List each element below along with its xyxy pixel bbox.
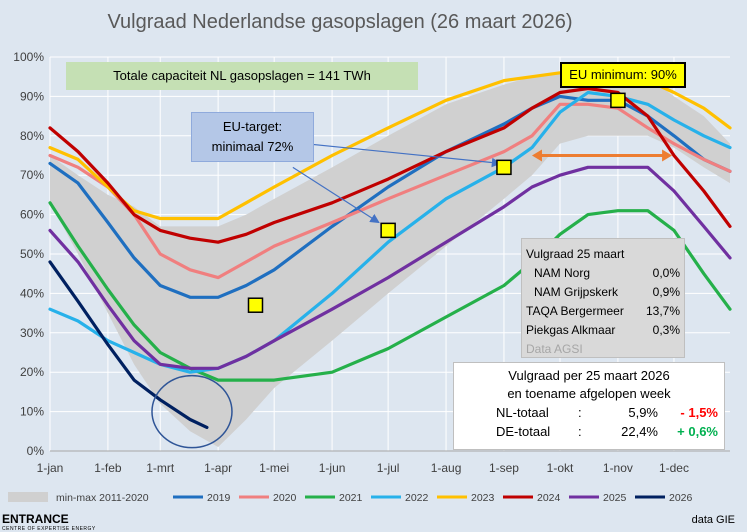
series-line-2025 (48, 165, 732, 370)
min-max-band (50, 72, 730, 448)
fill-row: Piekgas Alkmaar 0,3% (526, 321, 680, 340)
target-marker (496, 159, 512, 176)
weekly-row-value: 5,9% (628, 405, 658, 420)
highlight-circle (151, 374, 233, 449)
eu-target-callout: EU-target: minimaal 72% (191, 112, 314, 162)
x-tick-label: 1-aug (431, 461, 462, 475)
x-tick-label: 1-dec (659, 461, 689, 475)
entrance-logo: ENTRANCE CENTRE OF EXPERTISE ENERGY (2, 512, 96, 532)
weekly-row: DE-totaal : 22,4% + 0,6% (460, 422, 718, 441)
fill-table-title: Vulgraad 25 maart (526, 245, 680, 264)
series-line-2020 (48, 102, 732, 280)
fill-row: TAQA Bergermeer 13,7% (526, 302, 680, 321)
weekly-row-sep: : (578, 405, 582, 420)
y-tick-label: 40% (20, 286, 44, 300)
x-tick-labels: 1-jan 1-feb 1-mrt 1-apr 1-mei 1-jun 1-jul 1-aug… (37, 461, 689, 475)
y-tick-label: 90% (20, 89, 44, 103)
fill-table-source-text: Data AGSI (526, 342, 583, 356)
fill-level-table: Vulgraad 25 maart NAM Norg 0,0% NAM Grijp… (521, 238, 685, 358)
band-min-max-2011-2020 (50, 72, 730, 448)
orange-arrow-right (662, 149, 673, 162)
legend-label: 2020 (273, 492, 297, 504)
y-tick-labels: 0% 10% 20% 30% 40% 50% 60% 70% 80% 90% 100% (13, 50, 44, 458)
weekly-row: NL-totaal : 5,9% - 1,5% (460, 403, 718, 422)
fill-table-title-text: Vulgraad 25 maart (526, 247, 625, 261)
legend-label: 2021 (339, 492, 363, 504)
target-marker (610, 92, 626, 109)
weekly-row-label: NL-totaal (496, 405, 549, 420)
y-tick-label: 100% (13, 50, 44, 64)
x-tick-label: 1-feb (94, 461, 122, 475)
fill-table-source: Data AGSI (526, 340, 680, 359)
fill-row-label: NAM Norg (534, 266, 591, 280)
legend-label: 2019 (207, 492, 231, 504)
x-tick-label: 1-sep (489, 461, 519, 475)
legend-label: 2022 (405, 492, 429, 504)
legend-label: 2025 (603, 492, 627, 504)
fill-row-label: TAQA Bergermeer (526, 304, 624, 318)
x-tick-label: 1-nov (603, 461, 633, 475)
eu-target-line2: minimaal 72% (211, 139, 294, 154)
fill-row-label: Piekgas Alkmaar (526, 323, 616, 337)
eu-target-line1: EU-target: (222, 119, 283, 134)
fill-row-label: NAM Grijpskerk (534, 285, 619, 299)
y-tick-label: 80% (20, 129, 44, 143)
weekly-change-table: Vulgraad per 25 maart 2026 en toename af… (453, 362, 725, 450)
target-markers (247, 92, 626, 313)
legend-label: 2026 (669, 492, 693, 504)
legend-label: min-max 2011-2020 (56, 492, 149, 504)
series-line-2019 (48, 94, 732, 299)
series-line-2022 (48, 90, 732, 374)
fill-row-value: 13,7% (645, 304, 680, 318)
orange-arrow-left (531, 149, 542, 162)
x-tick-label: 1-mrt (146, 461, 175, 475)
x-tick-label: 1-apr (204, 461, 232, 475)
x-tick-label: 1-jun (319, 461, 346, 475)
y-tick-label: 10% (20, 405, 44, 419)
fill-row: NAM Norg 0,0% (526, 264, 680, 283)
fill-row-value: 0,3% (652, 323, 680, 337)
legend-swatch (8, 492, 48, 502)
x-tick-label: 1-mei (259, 461, 289, 475)
weekly-row-label: DE-totaal (496, 424, 551, 439)
legend-label: 2023 (471, 492, 495, 504)
logo-text: ENTRANCE (2, 512, 69, 526)
series-line-2021 (48, 201, 732, 382)
legend-label: 2024 (537, 492, 561, 504)
logo-subtext: CENTRE OF EXPERTISE ENERGY (2, 526, 96, 532)
weekly-title-line2: en toename afgelopen week (507, 386, 671, 401)
x-tick-label: 1-jul (377, 461, 400, 475)
weekly-title-line1: Vulgraad per 25 maart 2026 (508, 368, 670, 383)
fill-row-value: 0,9% (652, 285, 680, 299)
y-tick-label: 0% (27, 444, 45, 458)
series-lines (48, 71, 732, 429)
legend: min-max 2011-2020 2019 2020 2021 2022 2023 202… (8, 492, 693, 504)
target-marker (247, 297, 264, 313)
x-tick-label: 1-okt (547, 461, 574, 475)
y-tick-label: 70% (20, 168, 44, 182)
y-tick-label: 60% (20, 208, 44, 222)
x-tick-label: 1-jan (37, 461, 64, 475)
arrow-to-jul-target (292, 166, 380, 224)
fill-row: NAM Grijpskerk 0,9% (526, 283, 680, 302)
y-tick-label: 20% (20, 365, 44, 379)
y-tick-label: 30% (20, 326, 44, 340)
eu-minimum-callout: EU minimum: 90% (560, 62, 686, 88)
weekly-row-change: + 0,6% (677, 424, 718, 439)
fill-row-value: 0,0% (652, 266, 680, 280)
weekly-row-value: 22,4% (621, 424, 658, 439)
weekly-row-change: - 1,5% (680, 405, 718, 420)
y-tick-label: 50% (20, 247, 44, 261)
chart-title: Vulgraad Nederlandse gasopslagen (26 maa… (107, 11, 572, 33)
data-source: data GIE (691, 514, 735, 526)
series-line-2026 (48, 260, 209, 429)
capacity-note: Totale capaciteit NL gasopslagen = 141 T… (66, 62, 418, 90)
series-line-2024 (48, 86, 732, 244)
weekly-row-sep: : (578, 424, 582, 439)
target-marker (380, 222, 396, 239)
